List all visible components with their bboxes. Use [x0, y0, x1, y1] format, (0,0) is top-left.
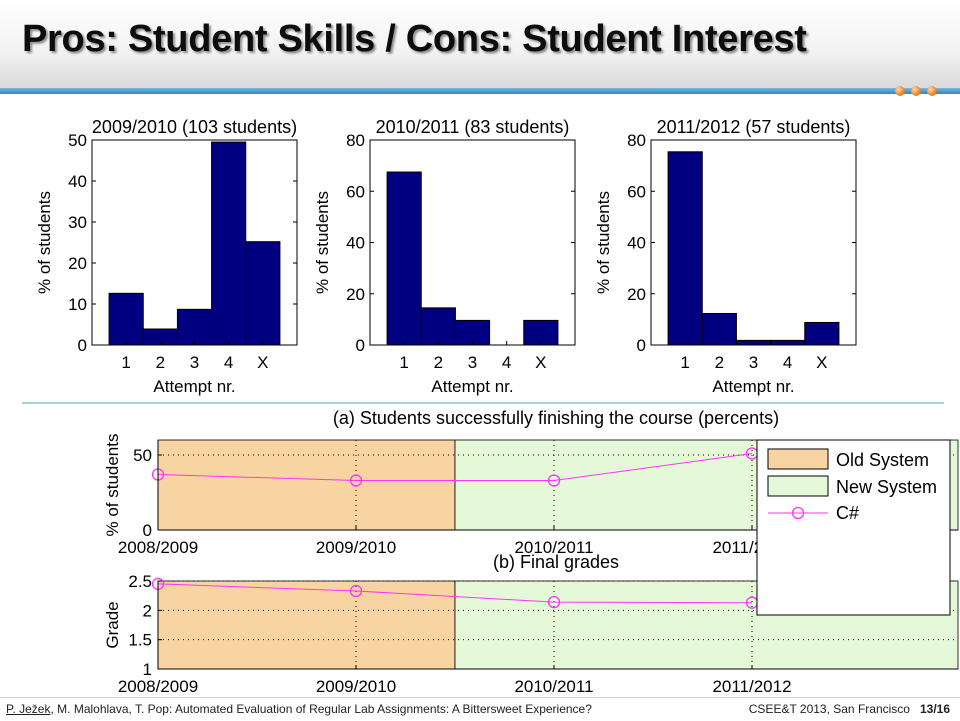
y-tick-label: 2: [143, 601, 152, 620]
y-tick-label: 0: [143, 521, 152, 540]
y-tick-label: 20: [68, 254, 87, 273]
x-tick-label: 2011/2012: [712, 677, 791, 696]
series-line: [157, 453, 753, 481]
x-tick-label: 4: [224, 353, 233, 372]
legend-swatch-old-system: [767, 448, 829, 470]
y-tick-label: 50: [133, 446, 152, 465]
x-tick-label: X: [535, 353, 546, 372]
x-tick-label: 2: [156, 353, 165, 372]
x-tick-label: 2008/2009: [118, 538, 198, 557]
region-old-system: [157, 439, 456, 531]
x-tick-label: 2: [715, 353, 724, 372]
footer-conference: CSEE&T 2013, San Francisco: [748, 702, 910, 716]
chart-title: (a) Students successfully finishing the …: [333, 408, 779, 428]
chart-title: (b) Final grades: [493, 552, 619, 572]
bar: [667, 151, 703, 346]
y-axis-label: Grade: [103, 601, 122, 648]
series-line: [157, 583, 753, 604]
y-tick-label: 1.5: [128, 631, 152, 650]
bar: [420, 307, 456, 346]
y-tick-label: 60: [627, 182, 646, 201]
footer: P. Ježek, M. Malohlava, T. Pop: Automate…: [0, 697, 960, 721]
y-tick-label: 60: [346, 182, 365, 201]
y-tick-label: 40: [627, 234, 646, 253]
legend-label: C#: [836, 503, 859, 523]
x-axis-label: Attempt nr.: [153, 377, 235, 396]
y-tick-label: 0: [637, 336, 646, 355]
x-tick-label: X: [816, 353, 827, 372]
y-tick-label: 80: [627, 131, 646, 150]
x-tick-label: 3: [749, 353, 758, 372]
series-marker: [547, 474, 561, 487]
bar: [454, 319, 491, 346]
slide-title: Pros: Student Skills / Cons: Student Int…: [22, 18, 807, 60]
y-tick-label: 40: [68, 172, 87, 191]
x-tick-label: 1: [680, 353, 689, 372]
bar-chart-1: 0 10 20 30 40 50 1 2 3 4 X 2009/2010 (103 students)…: [35, 117, 298, 396]
chart-title: 2010/2011 (83 students): [376, 117, 570, 137]
title-bar: Pros: Student Skills / Cons: Student Int…: [0, 0, 960, 88]
x-tick-label: 4: [502, 353, 511, 372]
x-tick-label: 2008/2009: [118, 677, 198, 696]
y-tick-label: 40: [346, 234, 365, 253]
series-marker: [547, 595, 561, 609]
x-tick-label: 3: [190, 353, 199, 372]
x-tick-label: 2009/2010: [316, 677, 396, 696]
y-axis-label: % of students: [103, 433, 122, 536]
x-tick-label: X: [257, 353, 268, 372]
series-marker: [349, 584, 363, 598]
x-tick-label: 1: [121, 353, 130, 372]
x-tick-label: 2009/2010: [316, 538, 396, 557]
x-tick-label: 2010/2011: [514, 538, 593, 557]
legend-label: Old System: [836, 450, 929, 470]
y-tick-label: 20: [346, 285, 365, 304]
y-tick-label: 2.5: [128, 572, 152, 591]
bar-chart-2: 0 20 40 60 80 1 2 3 4 X 2010/2011 (83 students) Att…: [313, 117, 576, 396]
series-marker: [349, 474, 363, 487]
bar: [211, 141, 247, 346]
y-tick-label: 1: [143, 660, 152, 679]
bar: [245, 241, 281, 346]
y-tick-label: 0: [356, 336, 365, 355]
y-tick-label: 20: [627, 285, 646, 304]
chart-title: 2011/2012 (57 students): [657, 117, 851, 137]
bar: [176, 308, 213, 346]
bar: [386, 171, 422, 346]
y-tick-label: 30: [68, 213, 87, 232]
y-tick-label: 50: [68, 131, 87, 150]
bar: [108, 292, 144, 346]
x-axis-label: Attempt nr.: [712, 377, 794, 396]
legend-swatch-new-system: [767, 475, 829, 497]
x-tick-label: 3: [468, 353, 477, 372]
x-tick-label: 2010/2011: [514, 677, 593, 696]
legend: Old System New System C#: [756, 439, 951, 616]
x-axis-label: Attempt nr.: [431, 377, 513, 396]
y-tick-label: 0: [78, 336, 87, 355]
y-axis-label: % of students: [35, 191, 54, 294]
y-tick-label: 80: [346, 131, 365, 150]
legend-label: New System: [836, 477, 937, 497]
decorative-dot-icon: [895, 86, 905, 96]
x-tick-label: 4: [783, 353, 792, 372]
decorative-dot-icon: [927, 86, 937, 96]
x-tick-label: 1: [399, 353, 408, 372]
legend-swatch-marker: [791, 506, 805, 520]
page-number: 13/16: [919, 702, 950, 716]
footer-authors-rest: , M. Malohlava, T. Pop: Automated Evalua…: [50, 702, 592, 716]
footer-first-author[interactable]: P. Ježek: [6, 702, 51, 716]
bar: [701, 312, 737, 346]
y-axis-label: % of students: [313, 191, 332, 294]
y-axis-label: % of students: [594, 191, 613, 294]
bar-chart-3: 0 20 40 60 80 1 2 3 4 X 2011/2012 (57 students) Att…: [594, 117, 857, 396]
footer-citation: P. Ježek, M. Malohlava, T. Pop: Automate…: [6, 702, 592, 716]
decorative-dot-icon: [911, 86, 921, 96]
footer-info: CSEE&T 2013, San Francisco 13/16: [749, 702, 950, 716]
bar: [523, 319, 559, 346]
x-tick-label: 2: [434, 353, 443, 372]
title-divider: [0, 88, 960, 94]
y-tick-label: 10: [68, 295, 87, 314]
chart-title: 2009/2010 (103 students): [92, 117, 297, 137]
